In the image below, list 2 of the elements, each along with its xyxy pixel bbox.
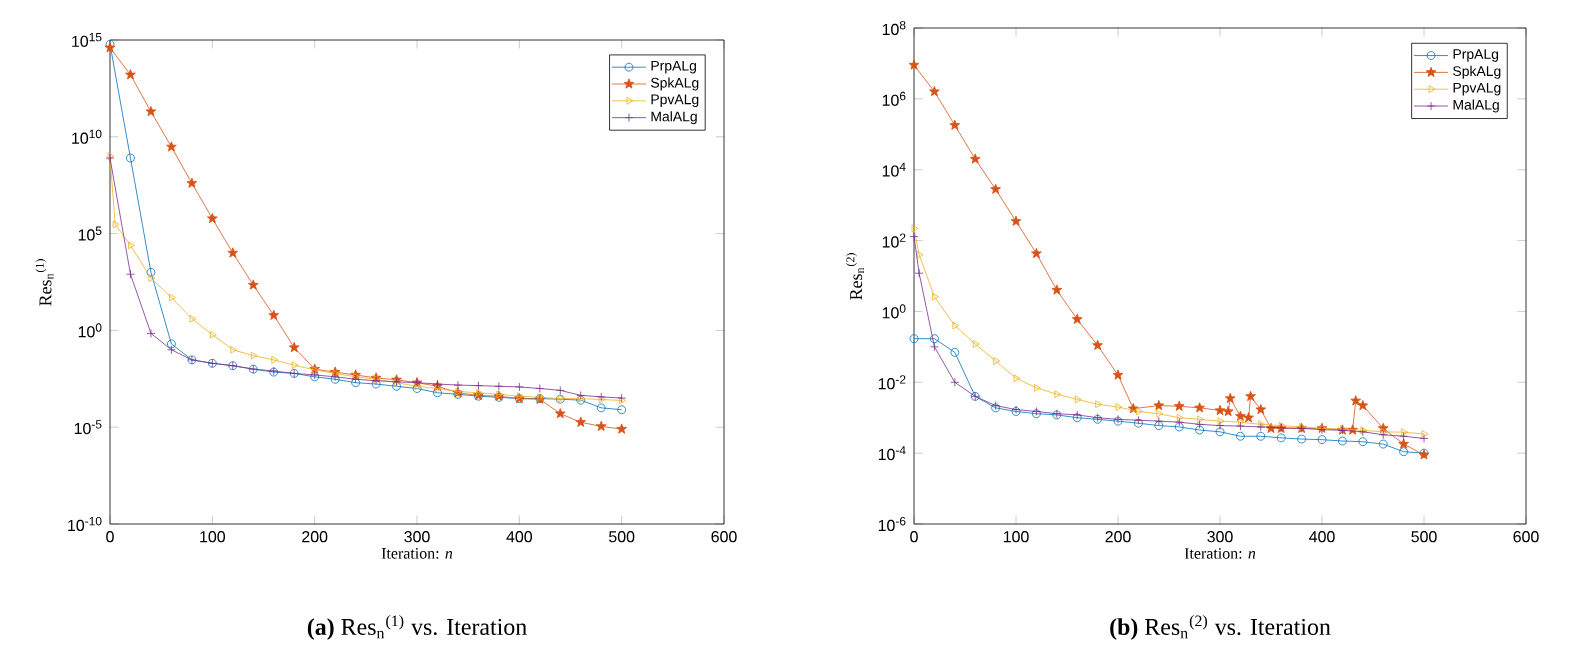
- text: (a) Res$_{n}$$^{(1)}$ vs. Iteration: [307, 615, 527, 640]
- text: (b) Res$_{n}$$^{(2)}$ vs. Iteration: [1110, 615, 1331, 640]
